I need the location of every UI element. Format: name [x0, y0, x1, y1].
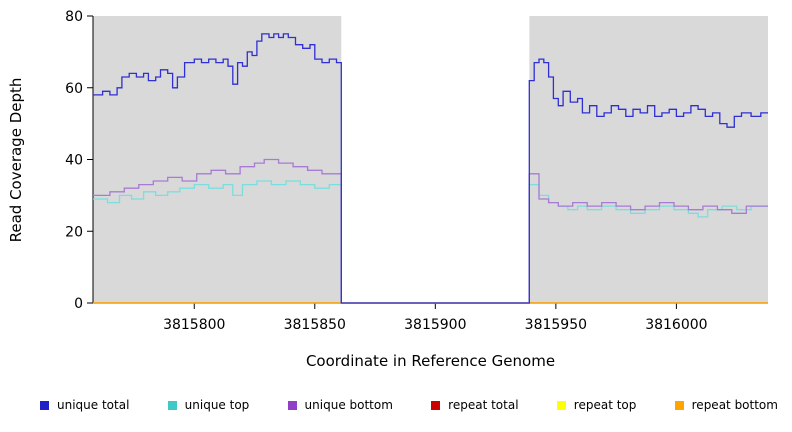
x-tick-label: 3815850 — [284, 317, 346, 333]
plot-canvas: 0 20 40 60 80 3815800 3815850 3815900 3815950 381… — [65, 9, 768, 333]
x-axis-label: Coordinate in Reference Genome — [305, 352, 556, 370]
legend-swatch-repeat-total — [431, 400, 441, 410]
legend-item-unique-top: unique top — [167, 398, 250, 412]
legend-label-repeat-total: repeat total — [448, 398, 519, 412]
x-tick-label: 3816000 — [645, 317, 707, 333]
y-tick-label: 60 — [65, 81, 83, 97]
legend-swatch-unique-bottom — [287, 400, 297, 410]
legend-swatch-unique-top — [167, 400, 177, 410]
legend-item-repeat-total: repeat total — [431, 398, 519, 412]
y-tick-label: 80 — [65, 9, 83, 25]
y-tick-label: 0 — [74, 296, 83, 312]
legend-swatch-unique-total — [40, 400, 49, 410]
legend-label-unique-total: unique total — [57, 398, 130, 412]
legend-item-repeat-top: repeat top — [556, 398, 637, 412]
legend: unique total unique top unique bottom re… — [40, 398, 778, 412]
legend-item-repeat-bottom: repeat bottom — [674, 398, 778, 412]
legend-swatch-repeat-top — [556, 400, 566, 410]
x-tick-label: 3815900 — [404, 317, 466, 333]
y-tick-label: 20 — [65, 224, 83, 240]
shaded-panel — [529, 16, 768, 303]
legend-label-unique-bottom: unique bottom — [304, 398, 393, 412]
legend-item-unique-bottom: unique bottom — [287, 398, 393, 412]
series-unique-total — [93, 33, 768, 304]
shaded-panel — [93, 16, 342, 303]
x-tick-label: 3815800 — [163, 317, 225, 333]
y-axis-label: Read Coverage Depth — [7, 77, 25, 243]
legend-label-repeat-bottom: repeat bottom — [691, 398, 778, 412]
legend-swatch-repeat-bottom — [674, 400, 684, 410]
x-tick-label: 3815950 — [525, 317, 587, 333]
legend-label-repeat-top: repeat top — [573, 398, 637, 412]
legend-item-unique-total: unique total — [40, 398, 129, 412]
legend-label-unique-top: unique top — [184, 398, 250, 412]
y-tick-label: 40 — [65, 153, 83, 169]
